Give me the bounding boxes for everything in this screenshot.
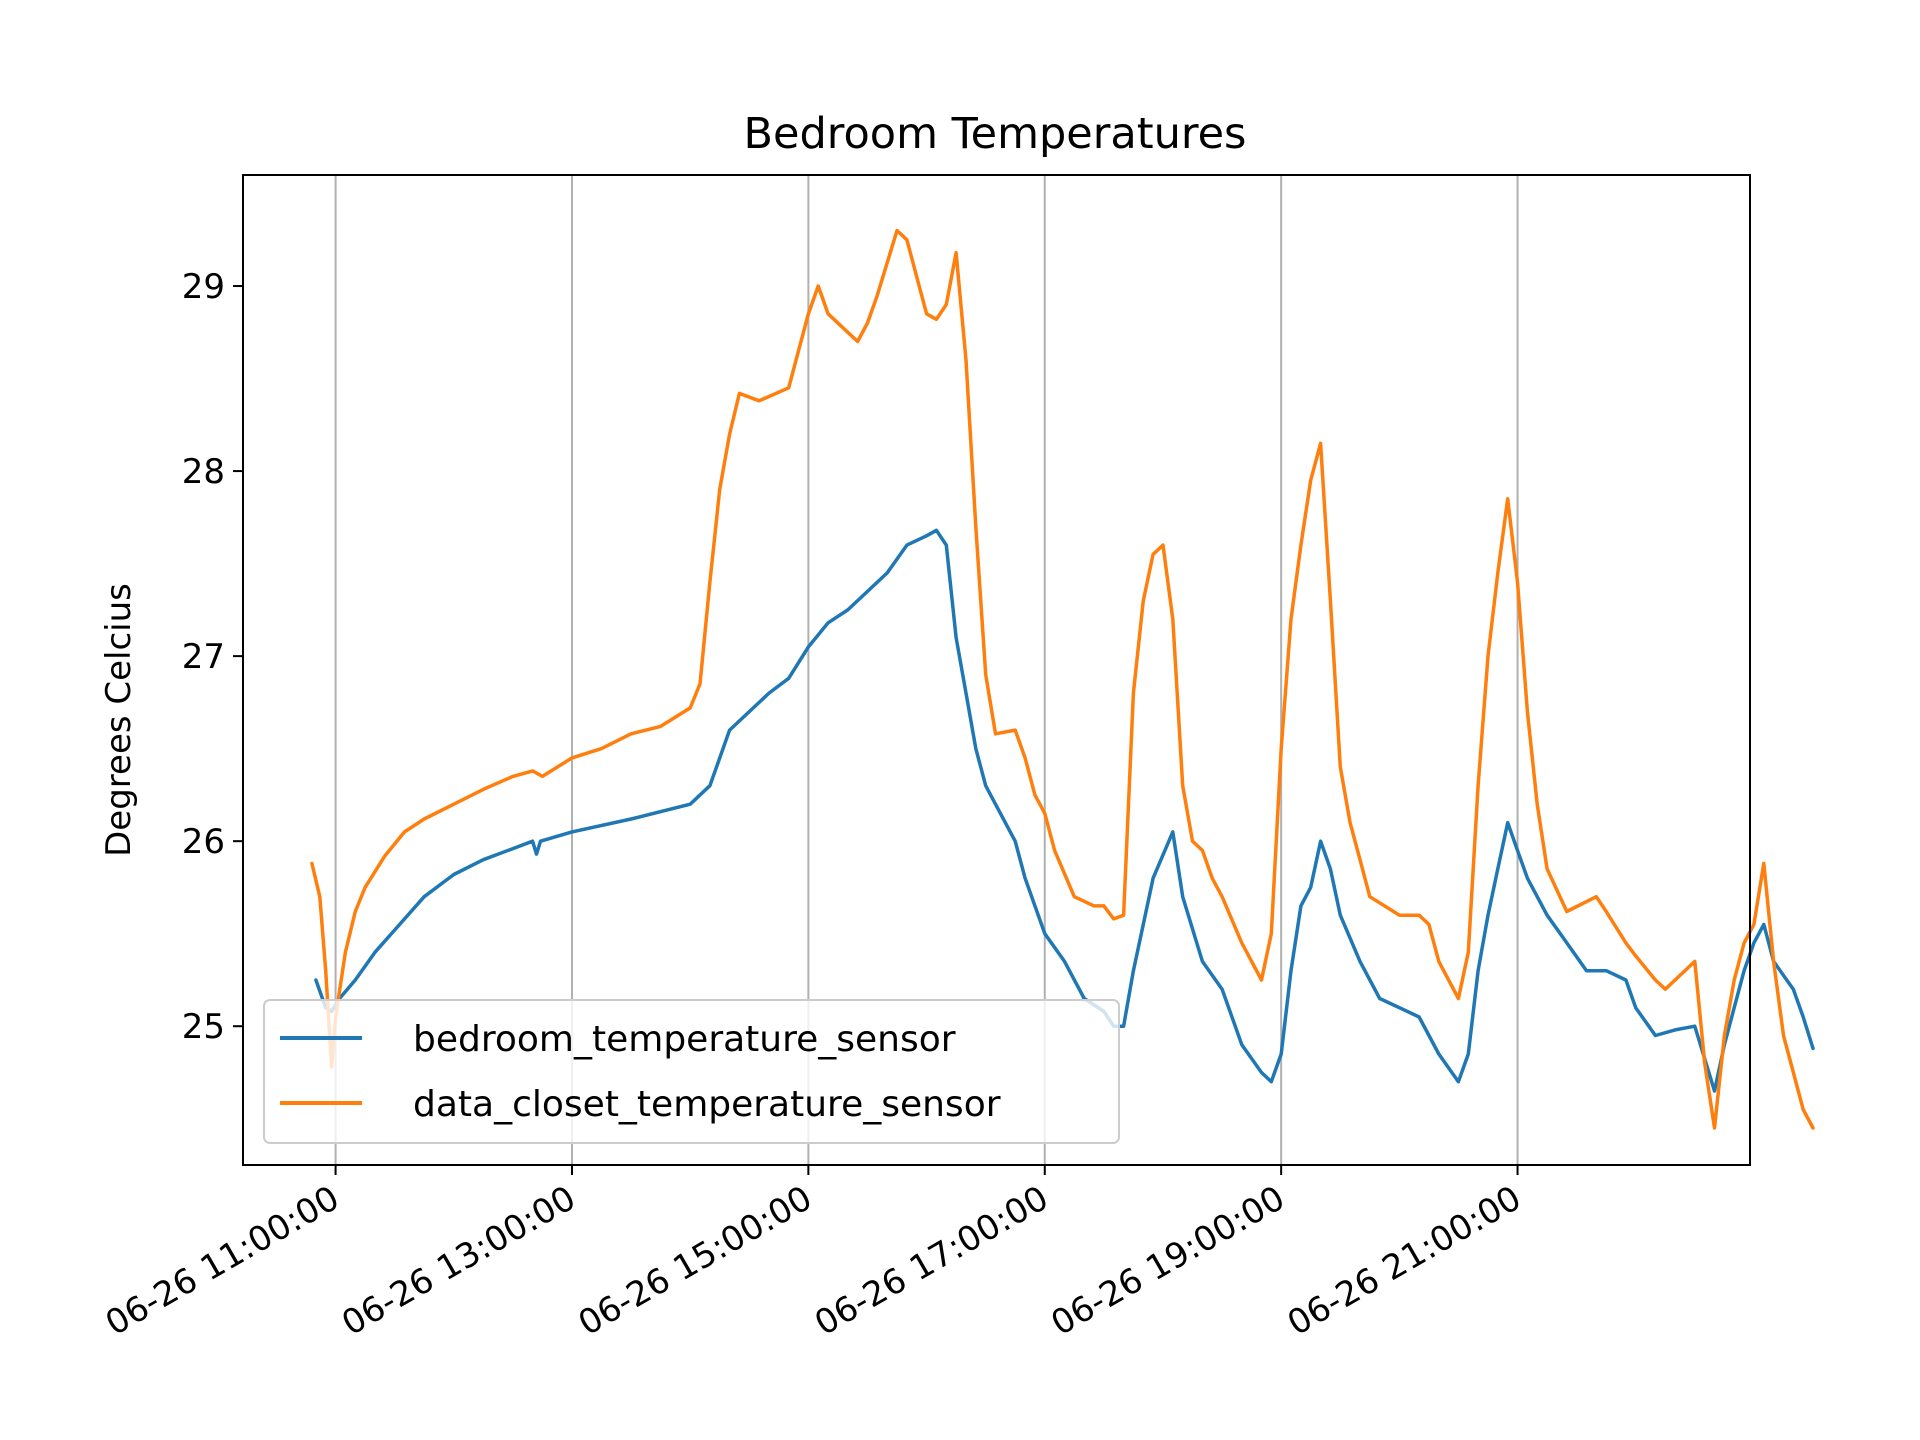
y-axis: 25 26 27 28 29: [182, 267, 243, 1047]
x-tick-label: 06-26 17:00:00: [808, 1178, 1055, 1344]
chart-title: Bedroom Temperatures: [744, 109, 1247, 159]
legend-label: data_closet_temperature_sensor: [413, 1084, 1001, 1125]
y-tick-label: 25: [182, 1007, 225, 1047]
x-tick-label: 06-26 19:00:00: [1044, 1178, 1291, 1344]
y-tick-label: 29: [182, 267, 225, 307]
y-tick-label: 27: [182, 637, 225, 677]
series-layer: [310, 228, 1815, 1130]
series-line-data-closet-temperature-sensor: [310, 228, 1815, 1130]
y-tick-label: 28: [182, 452, 225, 492]
y-axis-label: Degrees Celcius: [99, 583, 139, 857]
legend: bedroom_temperature_sensor data_closet_te…: [263, 999, 1120, 1144]
x-tick-label: 06-26 13:00:00: [335, 1178, 582, 1344]
plot-area-frame: [242, 174, 1751, 1166]
legend-box: [263, 999, 1120, 1144]
y-tick-label: 26: [182, 822, 225, 862]
x-tick-label: 06-26 21:00:00: [1281, 1178, 1528, 1344]
series-line-bedroom-temperature-sensor: [314, 528, 1815, 1093]
x-tick-label: 06-26 15:00:00: [572, 1178, 819, 1344]
legend-label: bedroom_temperature_sensor: [413, 1019, 956, 1060]
x-tick-label: 06-26 11:00:00: [99, 1178, 346, 1344]
